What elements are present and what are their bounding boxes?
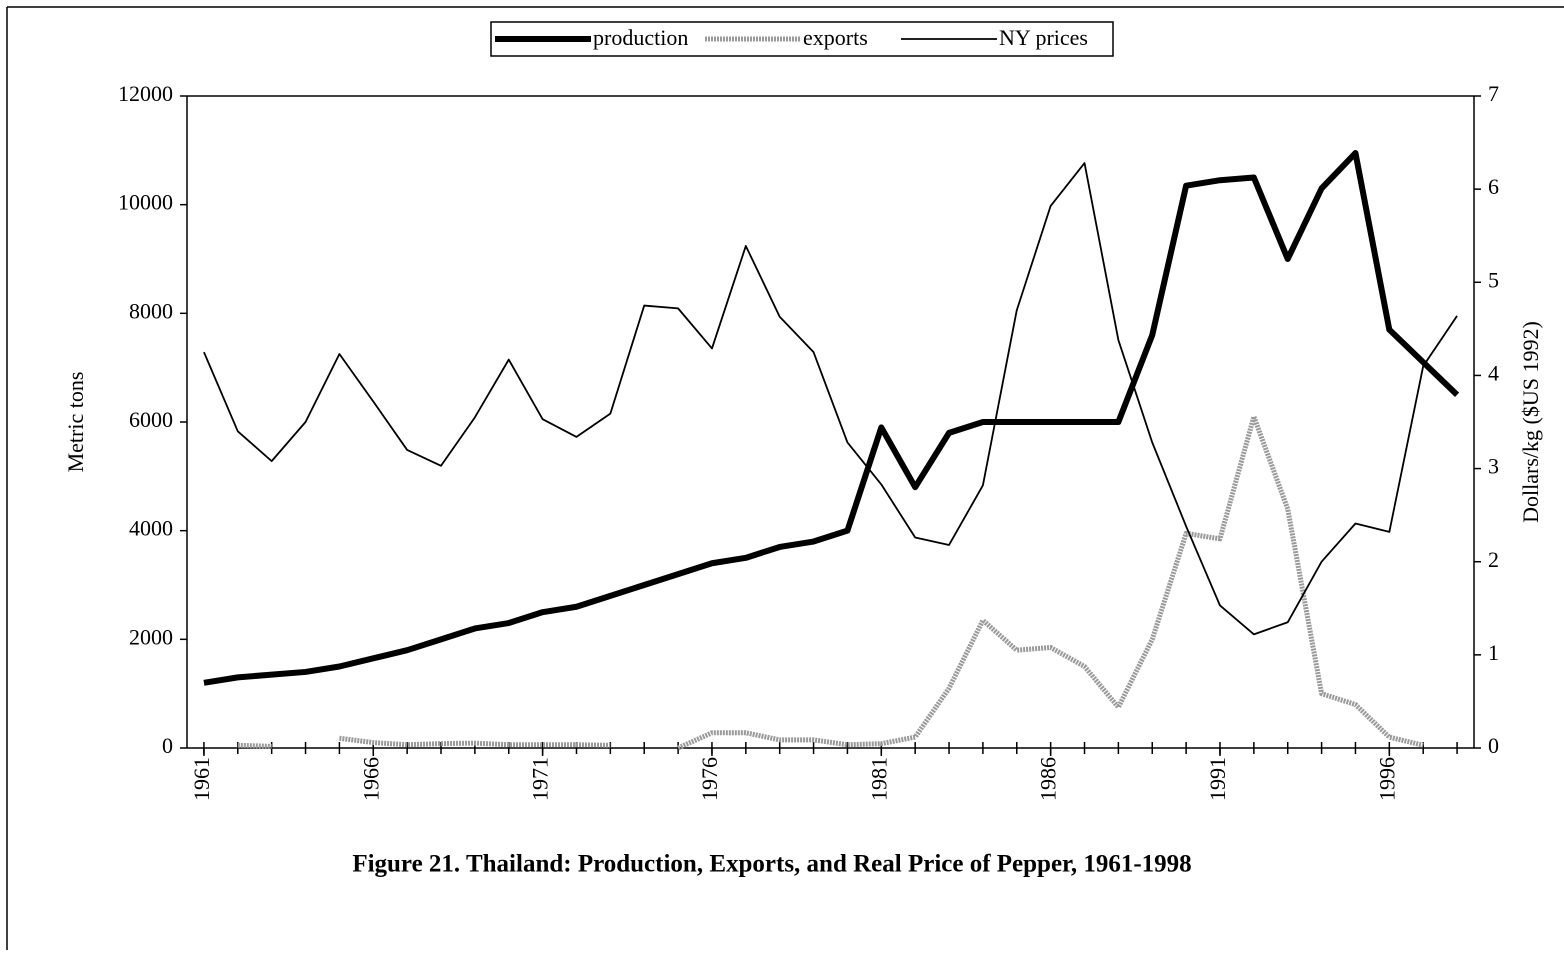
series-line	[203, 150, 1460, 686]
y2-tick-label: 1	[1488, 640, 1499, 665]
y2-tick-label: 7	[1488, 81, 1499, 106]
y-tick-label: 0	[162, 733, 173, 758]
legend-label: exports	[803, 25, 868, 50]
y-axis-label: Metric tons	[63, 372, 88, 473]
x-tick-label: 1991	[1205, 757, 1230, 801]
x-tick-label: 1996	[1374, 757, 1399, 801]
x-tick-label: 1986	[1036, 757, 1061, 801]
y-tick-label: 6000	[129, 407, 173, 432]
legend-label: production	[593, 25, 688, 50]
x-tick-label: 1976	[697, 757, 722, 801]
y2-tick-label: 6	[1488, 174, 1499, 199]
y2-tick-label: 3	[1488, 454, 1499, 479]
y-tick-label: 4000	[129, 516, 173, 541]
x-tick-label: 1981	[866, 757, 891, 801]
y2-tick-label: 0	[1488, 733, 1499, 758]
y-tick-label: 8000	[129, 298, 173, 323]
chart-title: Figure 21. Thailand: Production, Exports…	[352, 851, 1191, 878]
x-tick-label: 1961	[189, 757, 214, 801]
y2-axis-label: Dollars/kg ($US 1992)	[1518, 321, 1543, 523]
legend-box	[490, 21, 1114, 57]
y2-tick-label: 4	[1488, 360, 1499, 385]
series-line	[237, 414, 1424, 751]
legend-label: NY prices	[999, 25, 1088, 50]
y2-tick-label: 5	[1488, 267, 1499, 292]
y-tick-label: 12000	[118, 81, 173, 106]
y-tick-label: 10000	[118, 190, 173, 215]
x-tick-label: 1966	[358, 757, 383, 801]
x-tick-label: 1971	[528, 757, 553, 801]
y2-tick-label: 2	[1488, 547, 1499, 572]
y-tick-label: 2000	[129, 624, 173, 649]
series-line	[203, 162, 1458, 636]
